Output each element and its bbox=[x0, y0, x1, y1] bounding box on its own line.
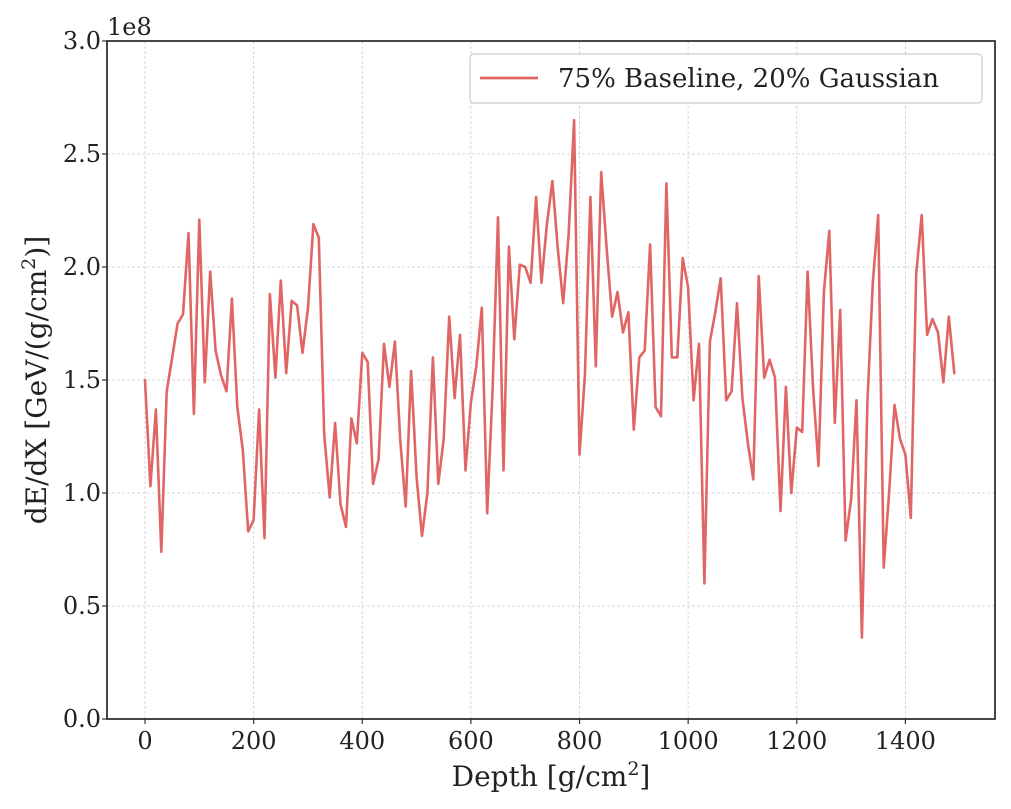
y-axis-multiplier: 1e8 bbox=[107, 13, 152, 41]
x-tick-label: 1200 bbox=[766, 727, 827, 755]
tick-labels: 0 200 400 600 800 1000 1200 1400 0.0 0.5 1.0 1.5 2.0… bbox=[63, 27, 936, 755]
x-axis-title: Depth [g/cm2] bbox=[452, 758, 651, 793]
y-axis-title: dE/dX [GeV/(g/cm2)] bbox=[18, 236, 53, 525]
x-tick-label: 400 bbox=[339, 727, 385, 755]
x-tick-label: 1400 bbox=[875, 727, 936, 755]
x-tick-label: 0 bbox=[137, 727, 152, 755]
y-tick-label: 1.0 bbox=[63, 479, 101, 507]
legend-label: 75% Baseline, 20% Gaussian bbox=[558, 64, 939, 94]
legend: 75% Baseline, 20% Gaussian bbox=[469, 53, 983, 104]
axis-ticks bbox=[102, 40, 906, 724]
x-tick-label: 200 bbox=[231, 727, 277, 755]
y-tick-label: 2.5 bbox=[63, 140, 101, 168]
x-tick-label: 1000 bbox=[658, 727, 719, 755]
y-tick-label: 3.0 bbox=[63, 27, 101, 55]
y-tick-label: 0.5 bbox=[63, 592, 101, 620]
series-lines bbox=[143, 118, 956, 639]
y-tick-label: 1.5 bbox=[63, 366, 101, 394]
series-line-0 bbox=[143, 118, 956, 639]
y-tick-label: 0.0 bbox=[63, 705, 101, 733]
legend-box bbox=[469, 53, 983, 104]
x-tick-label: 800 bbox=[557, 727, 603, 755]
y-tick-label: 2.0 bbox=[63, 253, 101, 281]
x-tick-label: 600 bbox=[448, 727, 494, 755]
